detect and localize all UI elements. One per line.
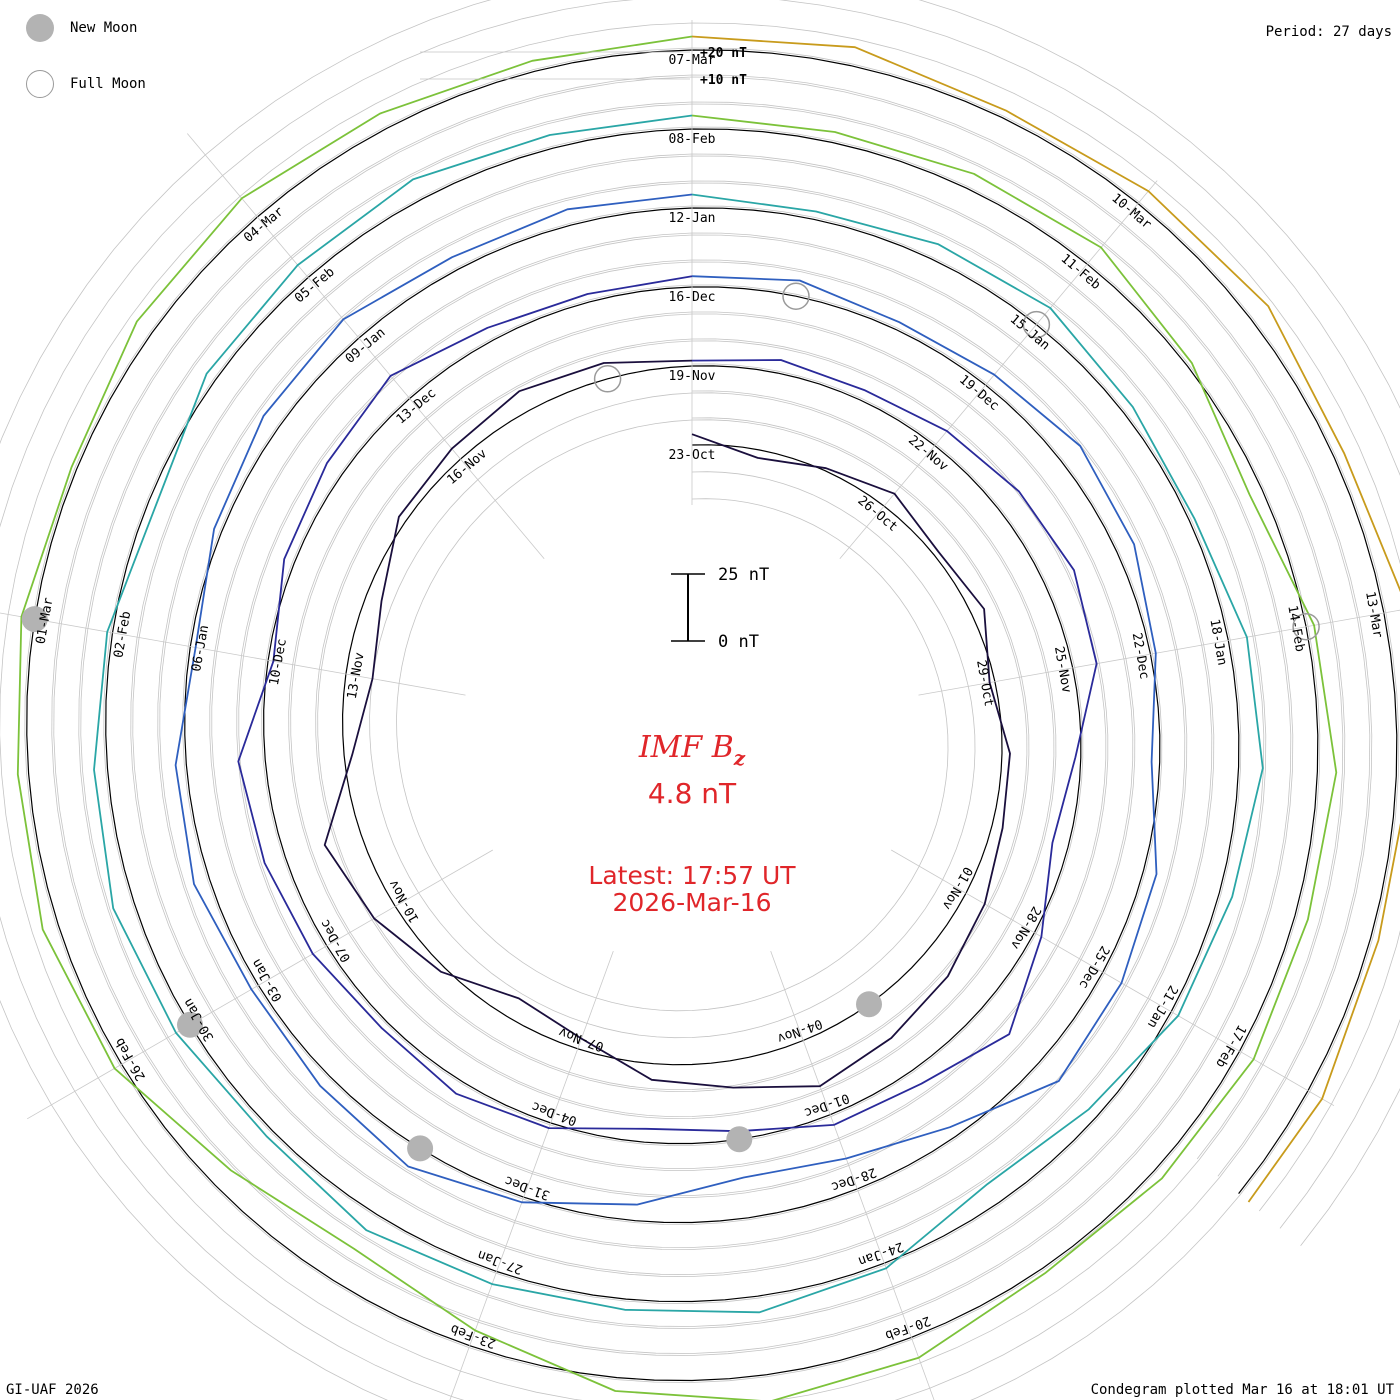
date-label: 25-Nov (1051, 645, 1074, 694)
new-moon-marker (177, 1011, 203, 1038)
series-line-3 (174, 193, 1158, 1206)
date-label: 16-Dec (669, 290, 716, 305)
full-moon-label: Full Moon (70, 76, 146, 92)
date-label: 21-Jan (1144, 982, 1180, 1030)
date-label: 28-Dec (829, 1164, 878, 1194)
ring-label-layer: +20 nT +10 nT (420, 46, 747, 88)
date-label: 07-Mar (669, 53, 716, 68)
latest-date: 2026-Mar-16 (612, 888, 771, 917)
center-readout: IMF Bz 4.8 nT Latest: 17:57 UT 2026-Mar-… (588, 730, 796, 917)
date-label: 18-Jan (1206, 618, 1229, 667)
plotted-note: Condegram plotted Mar 16 at 18:01 UT (1090, 1382, 1394, 1398)
moon-layer (21, 282, 1320, 1162)
date-label: 13-Mar (1362, 590, 1385, 639)
credit-label: GI-UAF 2026 (6, 1382, 99, 1398)
radial-spoke (449, 950, 614, 1400)
new-moon-marker (726, 1126, 753, 1153)
date-label: 12-Jan (669, 211, 716, 226)
grid-spiral (0, 22, 1400, 1400)
radial-spoke (918, 609, 1400, 696)
full-moon-icon (26, 70, 54, 98)
full-moon-marker (1022, 310, 1051, 339)
new-moon-marker (407, 1135, 434, 1162)
date-label: 04-Nov (775, 1016, 824, 1046)
date-label: 25-Dec (1075, 943, 1111, 991)
legend-full-moon: Full Moon (26, 70, 146, 98)
date-label: 19-Nov (669, 369, 716, 384)
chart-title-subscript: z (733, 746, 746, 770)
radial-spoke (890, 849, 1335, 1107)
radial-spoke (27, 849, 493, 1120)
full-moon-marker (1292, 612, 1320, 641)
chart-title-main: IMF B (638, 730, 734, 765)
legend-new-moon: New Moon (26, 14, 137, 42)
grid-spiral (53, 76, 1371, 1354)
date-label: 01-Nov (939, 864, 976, 912)
chart-title: IMF Bz (638, 730, 746, 770)
series-line-6 (691, 35, 1400, 1203)
grid-spiral (80, 103, 1344, 1327)
series-line-4 (93, 114, 1264, 1314)
date-label: 22-Dec (1129, 632, 1152, 681)
new-moon-icon (26, 14, 54, 42)
radial-spoke (839, 180, 1158, 560)
full-moon-marker (593, 365, 622, 393)
full-moon-marker (782, 282, 810, 310)
latest-time: Latest: 17:57 UT (588, 861, 796, 890)
date-label: 14-Feb (1284, 604, 1307, 653)
scale-bar: 25 nT 0 nT (671, 565, 769, 652)
ring-label: +10 nT (700, 73, 747, 88)
series-line-5 (16, 35, 1338, 1400)
scale-bar-top-label: 25 nT (718, 565, 769, 585)
period-label: Period: 27 days (1265, 24, 1392, 40)
date-label: 26-Feb (112, 1035, 149, 1083)
radial-spoke (0, 612, 466, 696)
new-moon-label: New Moon (70, 20, 138, 36)
series-layer (16, 35, 1400, 1400)
date-label: 17-Feb (1212, 1022, 1249, 1070)
date-label: 08-Feb (669, 132, 716, 147)
date-label: 23-Oct (669, 448, 716, 463)
zero-line-spiral (26, 49, 1398, 1382)
current-value: 4.8 nT (648, 777, 737, 810)
ring-label: +20 nT (700, 46, 747, 61)
new-moon-marker (21, 606, 48, 633)
series-line-2 (237, 275, 1098, 1133)
new-moon-marker (856, 991, 882, 1018)
radial-spoke (186, 133, 545, 560)
scale-bar-bottom-label: 0 nT (718, 632, 759, 652)
series-line-1 (323, 359, 1011, 1089)
date-label: 29-Oct (973, 659, 996, 708)
